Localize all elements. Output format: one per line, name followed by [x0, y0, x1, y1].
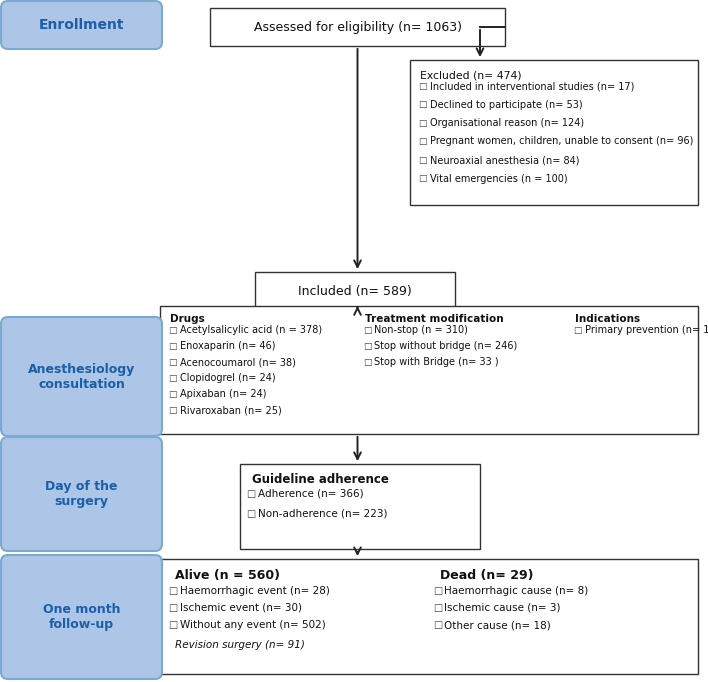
Text: □: □ [418, 100, 426, 109]
Text: □: □ [168, 357, 176, 366]
Bar [210, 8, 505, 46]
Text: Day of the
surgery: Day of the surgery [45, 480, 118, 508]
Text: Rivaroxaban (n= 25): Rivaroxaban (n= 25) [180, 405, 281, 415]
Text: □: □ [168, 374, 176, 383]
Text: □: □ [363, 325, 372, 334]
Text: □: □ [418, 82, 426, 91]
Text: □: □ [168, 406, 176, 415]
Text: Without any event (n= 502): Without any event (n= 502) [180, 620, 325, 630]
Text: One month
follow-up: One month follow-up [42, 603, 120, 631]
FancyBboxPatch shape [1, 437, 162, 551]
Text: □: □ [418, 119, 426, 128]
Text: Acenocoumarol (n= 38): Acenocoumarol (n= 38) [180, 357, 295, 367]
Text: Anesthesiology
consultation: Anesthesiology consultation [28, 363, 135, 391]
Text: Vital emergencies (n = 100): Vital emergencies (n = 100) [430, 173, 567, 183]
Text: □: □ [418, 137, 426, 146]
Text: Dead (n= 29): Dead (n= 29) [440, 569, 534, 582]
FancyBboxPatch shape [1, 555, 162, 679]
Text: □: □ [418, 155, 426, 164]
Text: Included (n= 589): Included (n= 589) [298, 284, 412, 297]
Text: □: □ [168, 603, 177, 613]
Text: □: □ [573, 325, 581, 334]
Text: □: □ [418, 174, 426, 183]
Text: Stop without bridge (n= 246): Stop without bridge (n= 246) [375, 341, 518, 351]
Text: Enrollment: Enrollment [39, 18, 124, 32]
Text: Pregnant women, children, unable to consent (n= 96): Pregnant women, children, unable to cons… [430, 136, 693, 147]
FancyBboxPatch shape [1, 1, 162, 49]
Text: Neuroaxial anesthesia (n= 84): Neuroaxial anesthesia (n= 84) [430, 155, 579, 165]
Text: □: □ [168, 389, 176, 398]
Text: □: □ [246, 509, 256, 518]
Text: Non-stop (n = 310): Non-stop (n = 310) [375, 325, 469, 335]
Text: Haemorrhagic event (n= 28): Haemorrhagic event (n= 28) [180, 586, 329, 596]
Text: □: □ [168, 586, 177, 596]
Text: Declined to participate (n= 53): Declined to participate (n= 53) [430, 100, 582, 110]
Text: Acetylsalicylic acid (n = 378): Acetylsalicylic acid (n = 378) [180, 325, 321, 335]
Text: Treatment modification: Treatment modification [365, 314, 503, 324]
Text: Organisational reason (n= 124): Organisational reason (n= 124) [430, 118, 583, 128]
Bar [160, 559, 698, 674]
Text: Primary prevention (n= 174 ): Primary prevention (n= 174 ) [585, 325, 708, 335]
Text: □: □ [433, 586, 442, 596]
FancyBboxPatch shape [1, 317, 162, 436]
Text: Ischemic event (n= 30): Ischemic event (n= 30) [180, 603, 302, 613]
Text: □: □ [168, 325, 176, 334]
Text: □: □ [363, 357, 372, 366]
Text: Enoxaparin (n= 46): Enoxaparin (n= 46) [180, 341, 275, 351]
Text: □: □ [168, 620, 177, 630]
Bar [240, 464, 480, 549]
Bar [410, 60, 698, 205]
Text: Guideline adherence: Guideline adherence [252, 473, 389, 486]
Text: Drugs: Drugs [170, 314, 205, 324]
Text: □: □ [433, 603, 442, 613]
Text: Stop with Bridge (n= 33 ): Stop with Bridge (n= 33 ) [375, 357, 499, 367]
Text: Included in interventional studies (n= 17): Included in interventional studies (n= 1… [430, 81, 634, 91]
Text: Apixaban (n= 24): Apixaban (n= 24) [180, 389, 266, 399]
Text: □: □ [363, 342, 372, 351]
Text: □: □ [433, 620, 442, 630]
Text: Non-adherence (n= 223): Non-adherence (n= 223) [258, 509, 387, 518]
Text: Clopidogrel (n= 24): Clopidogrel (n= 24) [180, 373, 275, 383]
Text: □: □ [168, 342, 176, 351]
Text: □: □ [246, 489, 256, 499]
Text: Revision surgery (n= 91): Revision surgery (n= 91) [175, 640, 305, 650]
Text: Ischemic cause (n= 3): Ischemic cause (n= 3) [445, 603, 561, 613]
Text: Other cause (n= 18): Other cause (n= 18) [445, 620, 552, 630]
Bar [255, 272, 455, 310]
Text: Assessed for eligibility (n= 1063): Assessed for eligibility (n= 1063) [253, 20, 462, 33]
Text: Adherence (n= 366): Adherence (n= 366) [258, 489, 363, 499]
Text: Alive (n = 560): Alive (n = 560) [175, 569, 280, 582]
Bar [160, 306, 698, 434]
Text: Excluded (n= 474): Excluded (n= 474) [420, 70, 522, 80]
Text: Indications: Indications [575, 314, 640, 324]
Text: Haemorrhagic cause (n= 8): Haemorrhagic cause (n= 8) [445, 586, 589, 596]
